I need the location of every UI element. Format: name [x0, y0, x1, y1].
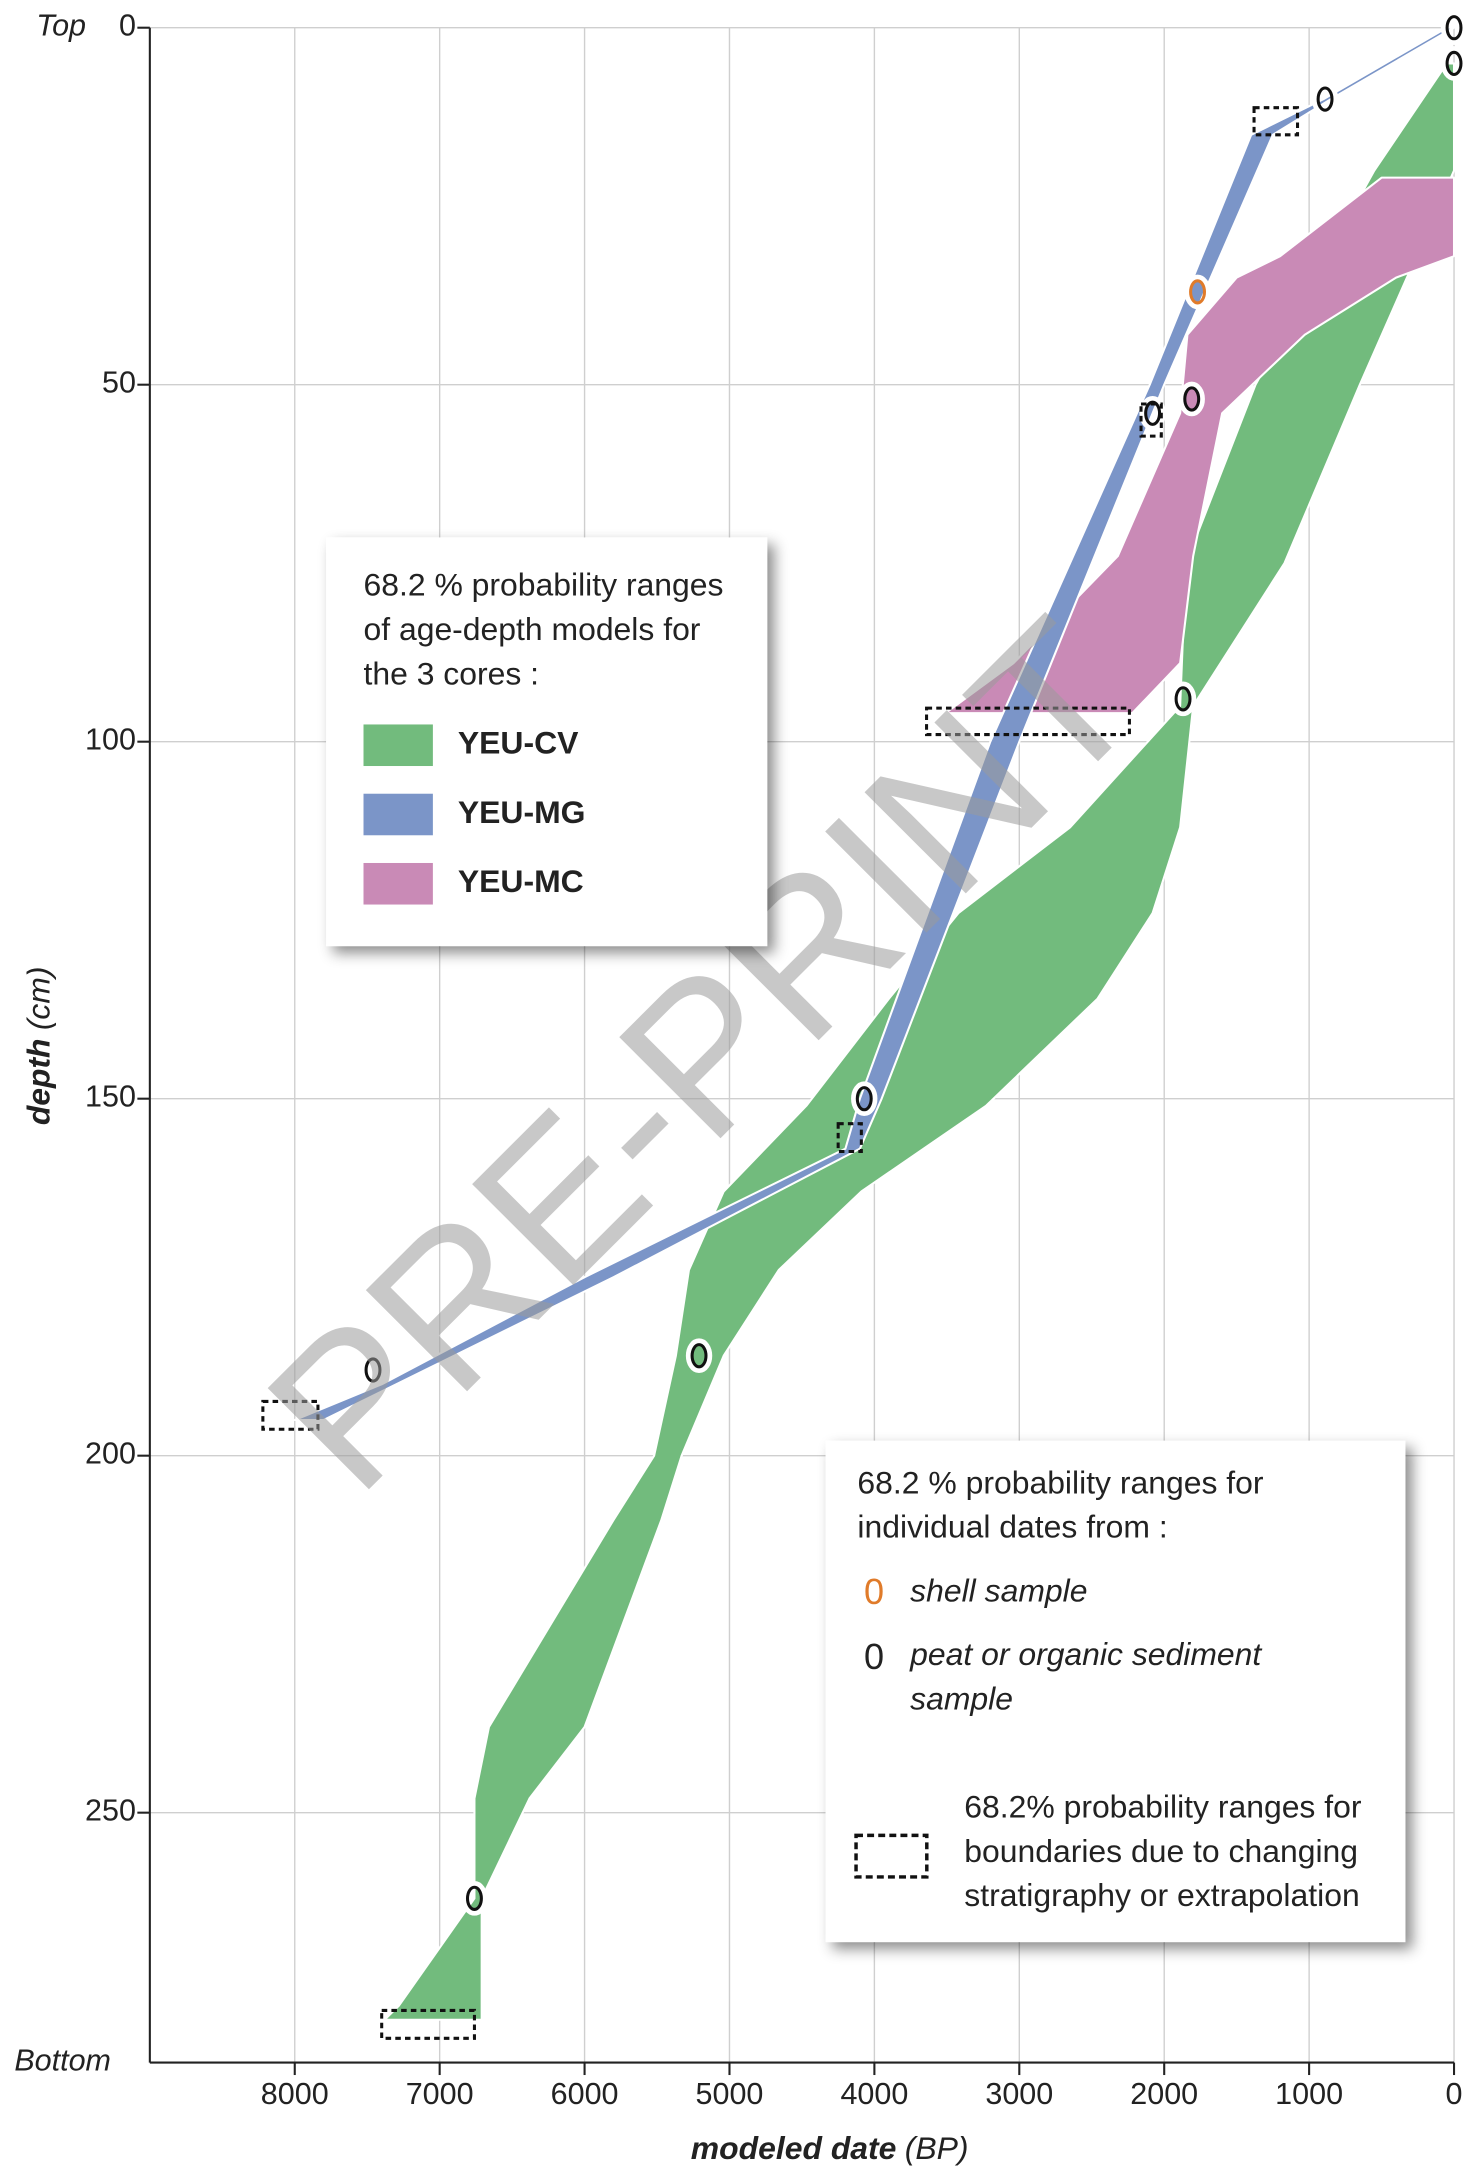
- date-halo: [1178, 381, 1205, 417]
- y-tick-label: 50: [102, 366, 136, 400]
- legend-text: peat or organic sediment: [909, 1636, 1262, 1672]
- boundary-box: [1252, 106, 1300, 137]
- y-end-label: Bottom: [14, 2044, 111, 2078]
- legend-text: boundaries due to changing: [964, 1833, 1358, 1869]
- legend-text: sample: [910, 1680, 1013, 1716]
- x-tick-label: 5000: [696, 2077, 764, 2111]
- date-mark: [1174, 686, 1192, 712]
- date-mark: [1316, 86, 1334, 112]
- x-axis-title-unit: (BP): [905, 2131, 969, 2167]
- boundary-box: [1139, 402, 1163, 438]
- model-band: [293, 26, 1456, 1422]
- y-tick-label: 0: [119, 9, 136, 43]
- legend-swatch: [363, 793, 433, 836]
- legend-dates: 68.2 % probability ranges for individual …: [825, 1440, 1406, 1943]
- date-mark: [1445, 50, 1463, 77]
- y-axis-title: depth (cm): [21, 966, 57, 1125]
- legend-text: 68.2 % probability ranges for: [857, 1464, 1263, 1500]
- y-tick-label: 250: [85, 1794, 136, 1828]
- date-halo: [851, 1081, 878, 1117]
- date-mark: [1189, 279, 1207, 305]
- date-halo: [1169, 681, 1197, 717]
- x-tick-label: 8000: [261, 2077, 329, 2111]
- legend-label: YEU-CV: [458, 725, 579, 761]
- legend-text: shell sample: [910, 1572, 1087, 1608]
- date-mark: [465, 1885, 483, 1911]
- legend-box-symbol: [854, 1833, 929, 1879]
- y-end-label: Top: [36, 9, 86, 43]
- date-mark: [690, 1343, 708, 1369]
- boundary-box: [380, 2008, 476, 2040]
- boundary-box: [925, 706, 1131, 737]
- marks: [261, 10, 1468, 2040]
- legend-label: YEU-MC: [458, 863, 584, 899]
- legend-text: 68.2% probability ranges for: [964, 1789, 1362, 1825]
- legend-box: [825, 1440, 1406, 1943]
- legend-text: stratigraphy or extrapolation: [964, 1877, 1359, 1913]
- date-halo: [461, 1881, 488, 1916]
- date-halo: [1440, 46, 1468, 81]
- y-tick-label: 150: [85, 1080, 136, 1114]
- date-halo: [685, 1338, 713, 1374]
- x-tick-label: 4000: [840, 2077, 908, 2111]
- x-tick-label: 1000: [1275, 2077, 1343, 2111]
- date-mark: [855, 1086, 873, 1112]
- boundary-box: [261, 1399, 320, 1431]
- bands: [293, 26, 1456, 2021]
- legend-swatch: [363, 724, 433, 767]
- legend-text: of age-depth models for: [364, 611, 701, 647]
- x-axis-title-main: modeled date: [691, 2131, 897, 2167]
- legend-text: individual dates from :: [857, 1509, 1167, 1545]
- x-tick-label: 6000: [551, 2077, 619, 2111]
- x-axis-title: modeled date (BP): [691, 2131, 969, 2167]
- boundary-box: [836, 1122, 863, 1154]
- date-mark: [364, 1357, 382, 1383]
- date-halo: [1440, 10, 1468, 46]
- x-tick-label: 3000: [985, 2077, 1053, 2111]
- x-tick-label: 7000: [406, 2077, 474, 2111]
- legend-symbol: 0: [864, 1571, 884, 1612]
- date-mark: [1445, 15, 1463, 41]
- axes: 8000 7000 6000 5000 4000 3000 2000 1000 00501001…: [14, 9, 1462, 2167]
- date-mark: [1144, 400, 1162, 426]
- legend-swatch: [363, 862, 433, 905]
- date-halo: [359, 1352, 387, 1388]
- x-tick-label: 2000: [1130, 2077, 1198, 2111]
- date-halo: [1184, 274, 1211, 310]
- y-tick-label: 200: [85, 1437, 136, 1471]
- legend-label: YEU-MG: [458, 794, 586, 830]
- x-tick-label: 0: [1446, 2077, 1463, 2111]
- legend-symbol: 0: [864, 1636, 884, 1677]
- y-tick-label: 100: [85, 723, 136, 757]
- y-axis-title-main: depth: [21, 1038, 57, 1125]
- legend-text: the 3 cores :: [364, 655, 540, 691]
- model-band: [944, 176, 1456, 715]
- legend-models: 68.2 % probability ranges of age-depth mo…: [326, 537, 768, 947]
- date-halo: [1311, 81, 1339, 117]
- legend-text: 68.2 % probability ranges: [364, 567, 724, 603]
- date-mark: [1183, 386, 1201, 412]
- y-axis-title-unit: (cm): [21, 966, 57, 1030]
